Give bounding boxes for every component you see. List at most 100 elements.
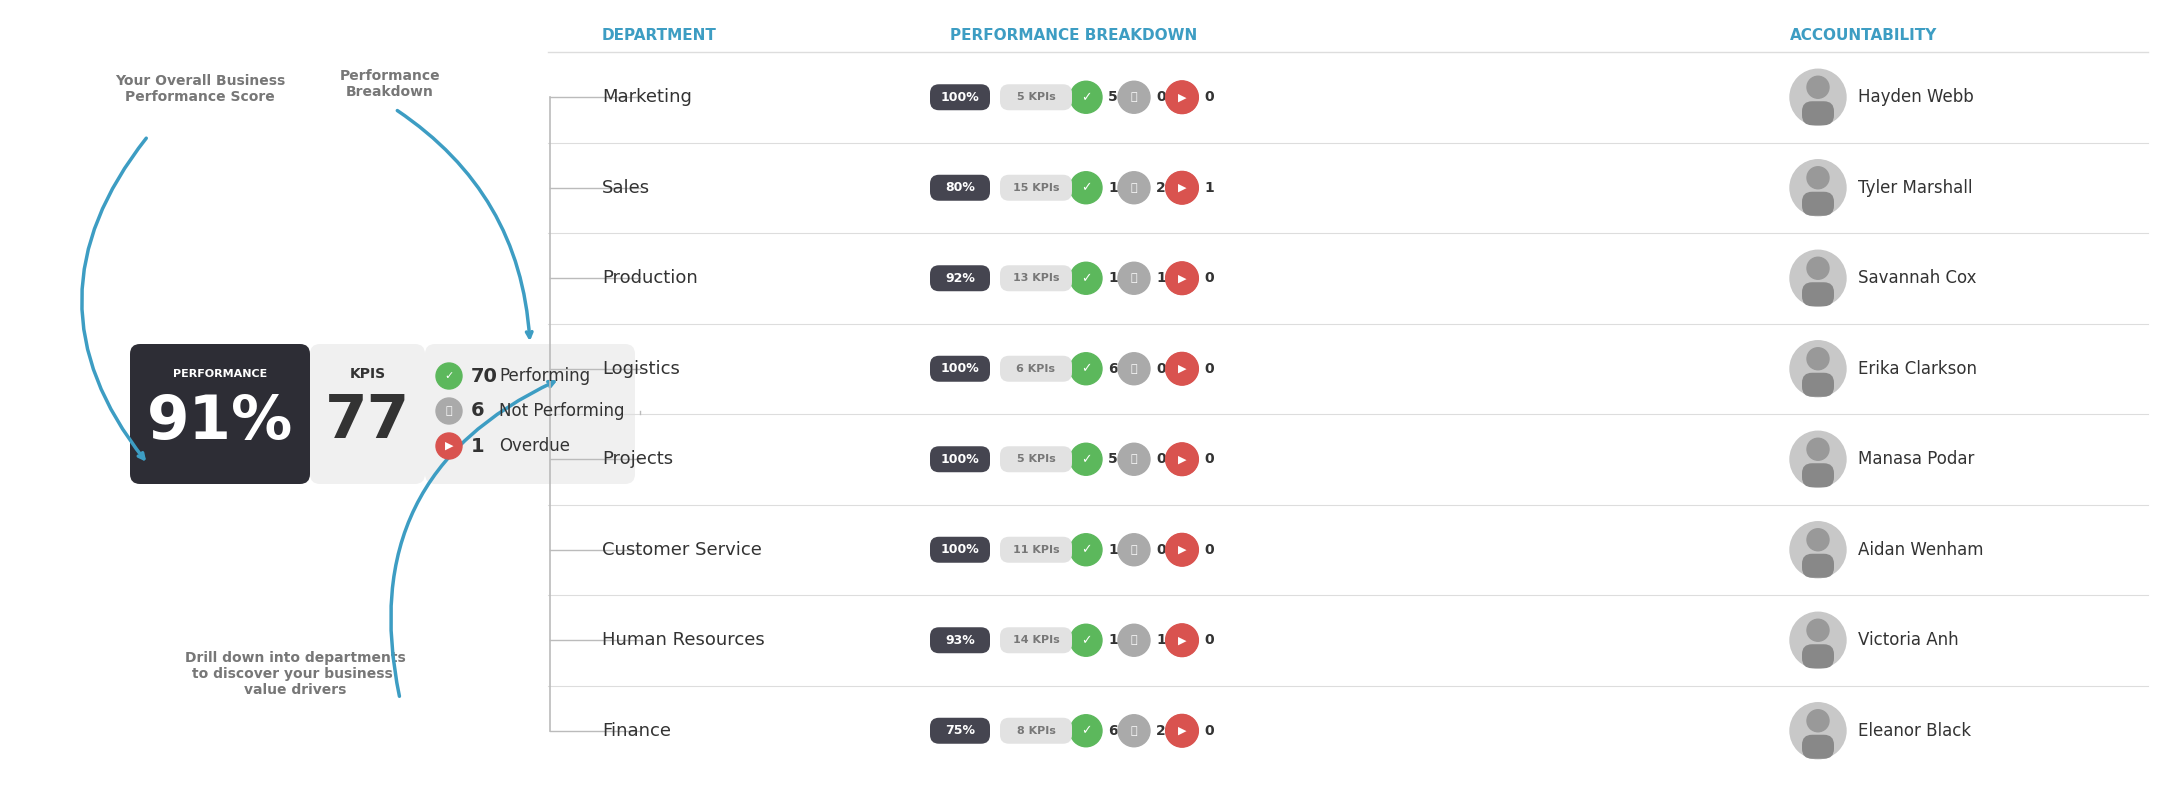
Text: 1: 1 xyxy=(1203,181,1214,195)
Text: 77: 77 xyxy=(325,392,411,452)
Circle shape xyxy=(1119,715,1149,746)
Text: 93%: 93% xyxy=(946,634,974,647)
FancyBboxPatch shape xyxy=(1000,265,1071,291)
FancyBboxPatch shape xyxy=(1000,627,1071,653)
FancyBboxPatch shape xyxy=(1803,553,1835,578)
FancyBboxPatch shape xyxy=(931,446,989,472)
FancyBboxPatch shape xyxy=(1803,463,1835,488)
FancyBboxPatch shape xyxy=(1000,718,1071,744)
FancyBboxPatch shape xyxy=(1803,734,1835,759)
Text: 80%: 80% xyxy=(946,181,976,195)
Text: DEPARTMENT: DEPARTMENT xyxy=(602,29,716,44)
Text: Projects: Projects xyxy=(602,450,673,468)
Text: Human Resources: Human Resources xyxy=(602,631,764,649)
Text: 0: 0 xyxy=(1156,362,1166,376)
FancyBboxPatch shape xyxy=(1803,644,1835,669)
Text: Hayden Webb: Hayden Webb xyxy=(1859,88,1974,106)
Circle shape xyxy=(1807,710,1829,732)
Text: Overdue: Overdue xyxy=(500,437,569,455)
Circle shape xyxy=(1166,715,1199,746)
Text: 8 KPIs: 8 KPIs xyxy=(1017,726,1056,736)
Circle shape xyxy=(435,433,461,459)
Text: 6: 6 xyxy=(1108,724,1117,738)
Circle shape xyxy=(1807,76,1829,98)
Text: 13: 13 xyxy=(1108,634,1127,647)
FancyBboxPatch shape xyxy=(1000,175,1071,201)
Text: ⏸: ⏸ xyxy=(1130,454,1138,464)
Text: ⏸: ⏸ xyxy=(1130,635,1138,646)
Circle shape xyxy=(1119,262,1149,295)
Text: ⏸: ⏸ xyxy=(446,406,452,416)
Text: ✓: ✓ xyxy=(1080,362,1091,376)
Text: Your Overall Business
Performance Score: Your Overall Business Performance Score xyxy=(115,74,286,104)
Text: 91%: 91% xyxy=(147,392,292,452)
Text: 0: 0 xyxy=(1156,91,1166,104)
Text: ▶: ▶ xyxy=(1177,726,1186,736)
Text: ✓: ✓ xyxy=(1080,181,1091,195)
FancyBboxPatch shape xyxy=(931,84,989,110)
FancyBboxPatch shape xyxy=(1000,446,1071,472)
Circle shape xyxy=(1807,438,1829,461)
Circle shape xyxy=(1166,534,1199,566)
Circle shape xyxy=(1166,534,1199,566)
Text: Manasa Podar: Manasa Podar xyxy=(1859,450,1974,468)
Circle shape xyxy=(1166,262,1199,295)
Text: PERFORMANCE: PERFORMANCE xyxy=(173,369,266,379)
Text: 0: 0 xyxy=(1203,91,1214,104)
Text: 6: 6 xyxy=(1108,362,1117,376)
Text: 100%: 100% xyxy=(941,543,980,557)
Text: 1: 1 xyxy=(1156,272,1166,285)
Text: 2: 2 xyxy=(1156,181,1166,195)
Text: ⏸: ⏸ xyxy=(1130,183,1138,193)
FancyBboxPatch shape xyxy=(931,718,989,744)
Circle shape xyxy=(1790,703,1846,759)
Circle shape xyxy=(1119,624,1149,657)
Text: ✓: ✓ xyxy=(1080,91,1091,104)
Circle shape xyxy=(1166,172,1199,204)
Text: ▶: ▶ xyxy=(1177,92,1186,102)
Text: 100%: 100% xyxy=(941,362,980,376)
FancyBboxPatch shape xyxy=(1000,356,1071,382)
Text: Not Performing: Not Performing xyxy=(500,402,625,420)
Text: ✓: ✓ xyxy=(1080,724,1091,738)
Circle shape xyxy=(1807,619,1829,642)
Text: Performing: Performing xyxy=(500,367,591,385)
Text: ⏸: ⏸ xyxy=(1130,726,1138,736)
Text: 6 KPIs: 6 KPIs xyxy=(1017,364,1056,374)
Text: ⏸: ⏸ xyxy=(1130,545,1138,555)
FancyBboxPatch shape xyxy=(1803,372,1835,397)
Text: Aidan Wenham: Aidan Wenham xyxy=(1859,541,1984,559)
Circle shape xyxy=(1166,624,1199,657)
Text: 5: 5 xyxy=(1108,91,1119,104)
Circle shape xyxy=(1166,353,1199,385)
Text: ✓: ✓ xyxy=(1080,543,1091,557)
Text: Eleanor Black: Eleanor Black xyxy=(1859,722,1971,740)
FancyBboxPatch shape xyxy=(1803,282,1835,306)
Text: 5: 5 xyxy=(1108,453,1119,466)
Circle shape xyxy=(435,398,461,424)
Circle shape xyxy=(1790,612,1846,669)
Text: 0: 0 xyxy=(1203,634,1214,647)
Circle shape xyxy=(1119,443,1149,476)
Text: ✓: ✓ xyxy=(444,371,454,381)
Text: 0: 0 xyxy=(1203,272,1214,285)
Text: 6: 6 xyxy=(472,402,485,421)
Text: Customer Service: Customer Service xyxy=(602,541,762,559)
FancyBboxPatch shape xyxy=(931,537,989,563)
Text: 12: 12 xyxy=(1108,181,1127,195)
Text: Drill down into departments
to discover your business'
value drivers: Drill down into departments to discover … xyxy=(184,651,405,697)
Circle shape xyxy=(1790,69,1846,125)
Circle shape xyxy=(1119,353,1149,385)
Text: 14 KPIs: 14 KPIs xyxy=(1013,635,1060,646)
Circle shape xyxy=(1166,443,1199,476)
Text: ⏸: ⏸ xyxy=(1130,364,1138,374)
Text: ✓: ✓ xyxy=(1080,272,1091,285)
Circle shape xyxy=(1166,443,1199,476)
FancyBboxPatch shape xyxy=(1803,102,1835,125)
Text: Production: Production xyxy=(602,269,697,287)
Circle shape xyxy=(1790,431,1846,488)
FancyBboxPatch shape xyxy=(130,344,309,484)
FancyBboxPatch shape xyxy=(1803,191,1835,216)
FancyBboxPatch shape xyxy=(1000,537,1071,563)
Text: 0: 0 xyxy=(1203,453,1214,466)
